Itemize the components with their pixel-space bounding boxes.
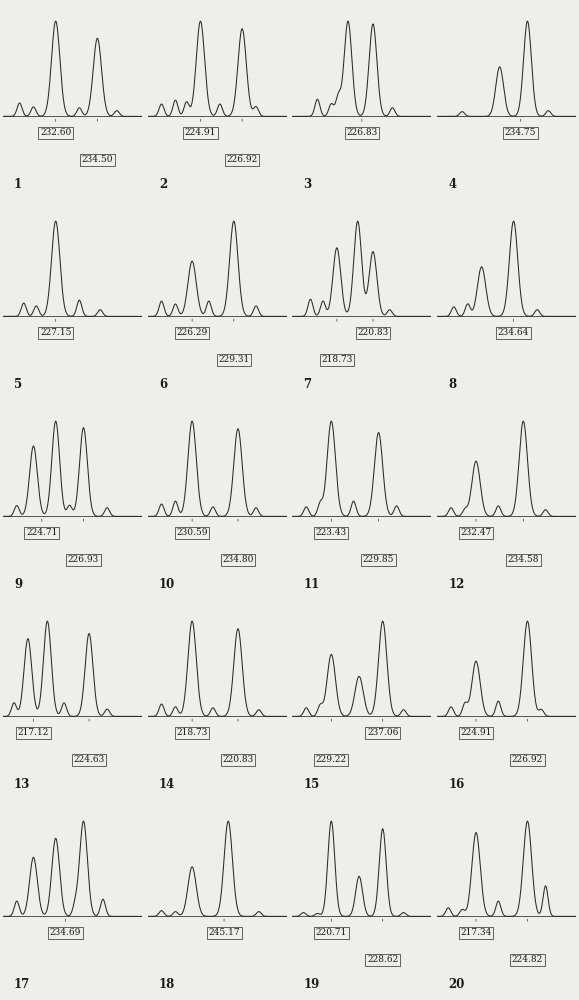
- Text: 220.83: 220.83: [357, 328, 389, 337]
- Text: 226.93: 226.93: [68, 556, 99, 564]
- Text: 15: 15: [303, 778, 320, 791]
- Text: 9: 9: [14, 578, 22, 591]
- Text: 226.29: 226.29: [177, 328, 208, 337]
- Text: 218.73: 218.73: [321, 356, 353, 364]
- Text: 234.80: 234.80: [222, 556, 254, 564]
- Text: 5: 5: [14, 378, 22, 391]
- Text: 18: 18: [159, 978, 175, 991]
- Text: 226.83: 226.83: [346, 128, 378, 137]
- Text: 3: 3: [303, 178, 312, 191]
- Text: 234.75: 234.75: [505, 128, 536, 137]
- Text: 234.64: 234.64: [498, 328, 529, 337]
- Text: 224.82: 224.82: [512, 956, 543, 964]
- Text: 230.59: 230.59: [177, 528, 208, 537]
- Text: 2: 2: [159, 178, 167, 191]
- Text: 227.15: 227.15: [40, 328, 71, 337]
- Text: 234.69: 234.69: [50, 928, 81, 937]
- Text: 223.43: 223.43: [316, 528, 347, 537]
- Text: 234.58: 234.58: [508, 556, 539, 564]
- Text: 228.62: 228.62: [367, 956, 398, 964]
- Text: 224.91: 224.91: [460, 728, 492, 737]
- Text: 229.22: 229.22: [316, 756, 347, 765]
- Text: 1: 1: [14, 178, 22, 191]
- Text: 11: 11: [303, 578, 320, 591]
- Text: 20: 20: [448, 978, 464, 991]
- Text: 217.12: 217.12: [18, 728, 49, 737]
- Text: 10: 10: [159, 578, 175, 591]
- Text: 8: 8: [448, 378, 456, 391]
- Text: 237.06: 237.06: [367, 728, 398, 737]
- Text: 226.92: 226.92: [512, 756, 543, 765]
- Text: 245.17: 245.17: [208, 928, 240, 937]
- Text: 12: 12: [448, 578, 464, 591]
- Text: 229.85: 229.85: [363, 556, 394, 564]
- Text: 4: 4: [448, 178, 456, 191]
- Text: 218.73: 218.73: [177, 728, 208, 737]
- Text: 224.91: 224.91: [185, 128, 216, 137]
- Text: 232.47: 232.47: [460, 528, 492, 537]
- Text: 6: 6: [159, 378, 167, 391]
- Text: 16: 16: [448, 778, 464, 791]
- Text: 17: 17: [14, 978, 30, 991]
- Text: 232.60: 232.60: [40, 128, 71, 137]
- Text: 7: 7: [303, 378, 312, 391]
- Text: 229.31: 229.31: [218, 356, 250, 364]
- Text: 220.71: 220.71: [316, 928, 347, 937]
- Text: 220.83: 220.83: [222, 756, 254, 765]
- Text: 224.63: 224.63: [74, 756, 105, 765]
- Text: 234.50: 234.50: [82, 155, 113, 164]
- Text: 224.71: 224.71: [26, 528, 57, 537]
- Text: 13: 13: [14, 778, 30, 791]
- Text: 226.92: 226.92: [226, 155, 258, 164]
- Text: 19: 19: [303, 978, 320, 991]
- Text: 14: 14: [159, 778, 175, 791]
- Text: 217.34: 217.34: [460, 928, 492, 937]
